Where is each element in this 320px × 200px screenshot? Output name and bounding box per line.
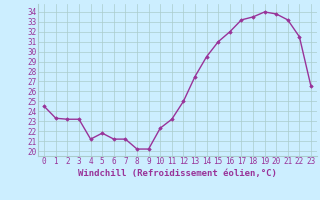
X-axis label: Windchill (Refroidissement éolien,°C): Windchill (Refroidissement éolien,°C) xyxy=(78,169,277,178)
